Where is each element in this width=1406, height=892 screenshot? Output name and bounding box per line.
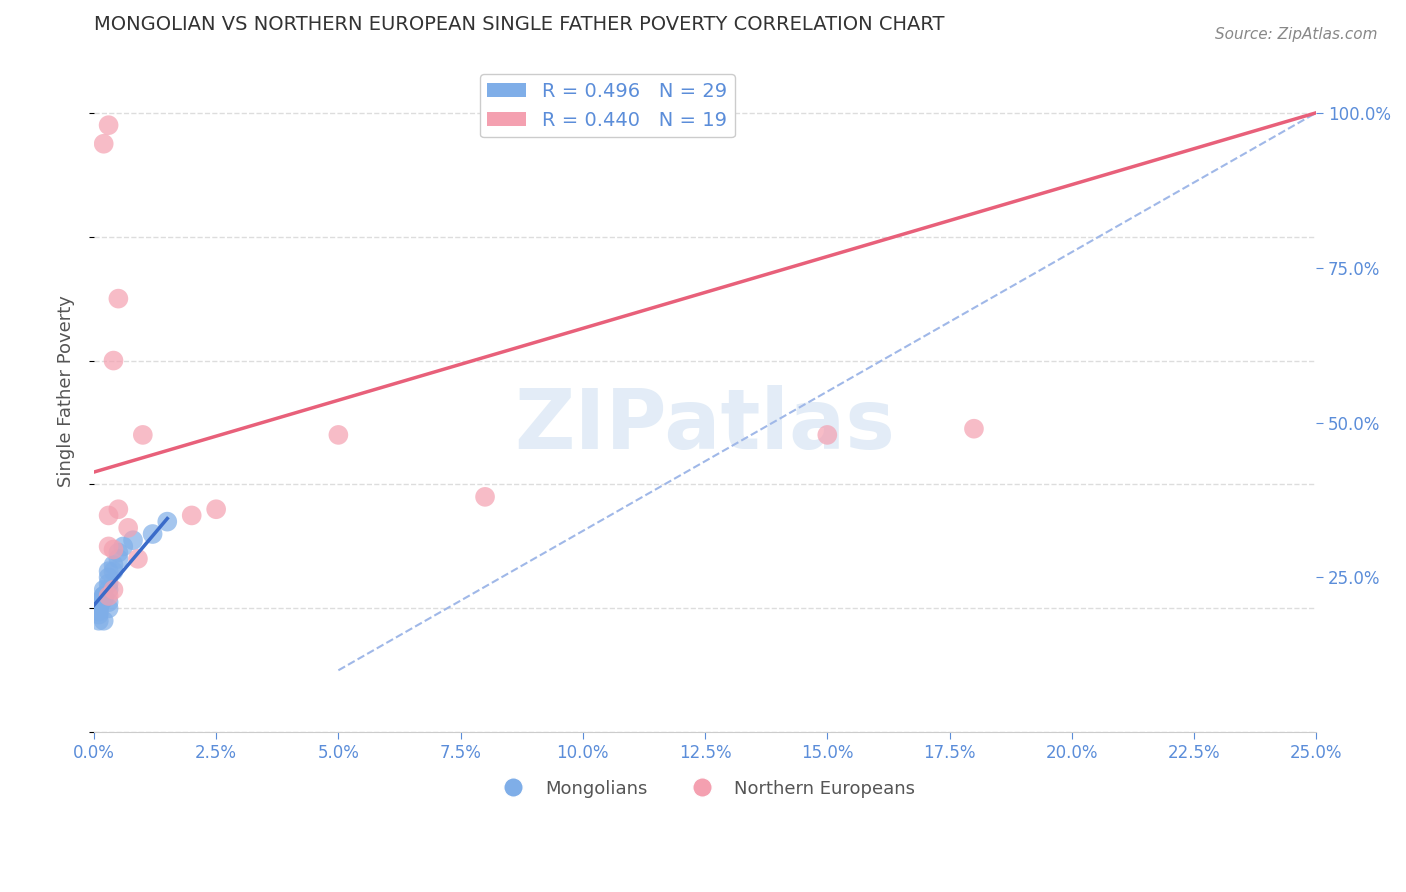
Point <box>107 502 129 516</box>
Point <box>93 592 115 607</box>
Point <box>103 542 125 557</box>
Point <box>93 589 115 603</box>
Point <box>107 546 129 560</box>
Point <box>87 595 110 609</box>
Point <box>107 551 129 566</box>
Point <box>107 292 129 306</box>
Point <box>205 502 228 516</box>
Point <box>93 592 115 607</box>
Point <box>97 564 120 578</box>
Y-axis label: Single Father Poverty: Single Father Poverty <box>58 295 75 487</box>
Point <box>103 564 125 578</box>
Point <box>97 601 120 615</box>
Point <box>97 589 120 603</box>
Point <box>93 582 115 597</box>
Point <box>815 428 838 442</box>
Point <box>117 521 139 535</box>
Point <box>328 428 350 442</box>
Point <box>103 582 125 597</box>
Point <box>112 540 135 554</box>
Point <box>93 136 115 151</box>
Point <box>87 614 110 628</box>
Point <box>132 428 155 442</box>
Point <box>122 533 145 548</box>
Point <box>97 540 120 554</box>
Point <box>90 595 112 609</box>
Point <box>156 515 179 529</box>
Point <box>97 508 120 523</box>
Point <box>93 614 115 628</box>
Point <box>87 604 110 618</box>
Text: MONGOLIAN VS NORTHERN EUROPEAN SINGLE FATHER POVERTY CORRELATION CHART: MONGOLIAN VS NORTHERN EUROPEAN SINGLE FA… <box>94 15 945 34</box>
Point <box>963 422 986 436</box>
Point <box>87 601 110 615</box>
Point <box>87 599 110 613</box>
Point <box>93 589 115 603</box>
Point <box>97 582 120 597</box>
Point <box>474 490 496 504</box>
Legend: Mongolians, Northern Europeans: Mongolians, Northern Europeans <box>488 772 922 805</box>
Point <box>142 527 165 541</box>
Point <box>87 607 110 622</box>
Point <box>127 551 149 566</box>
Text: ZIPatlas: ZIPatlas <box>515 385 896 467</box>
Point <box>87 601 110 615</box>
Point <box>97 595 120 609</box>
Point <box>103 558 125 572</box>
Point <box>93 589 115 603</box>
Point <box>97 570 120 584</box>
Point <box>97 118 120 132</box>
Point <box>97 576 120 591</box>
Text: Source: ZipAtlas.com: Source: ZipAtlas.com <box>1215 27 1378 42</box>
Point <box>180 508 202 523</box>
Point <box>103 353 125 368</box>
